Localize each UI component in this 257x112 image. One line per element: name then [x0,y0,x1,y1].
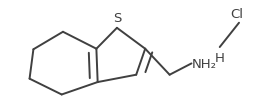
Text: NH₂: NH₂ [191,57,216,70]
Text: H: H [215,51,225,64]
Text: S: S [113,12,121,25]
Text: Cl: Cl [230,8,243,20]
